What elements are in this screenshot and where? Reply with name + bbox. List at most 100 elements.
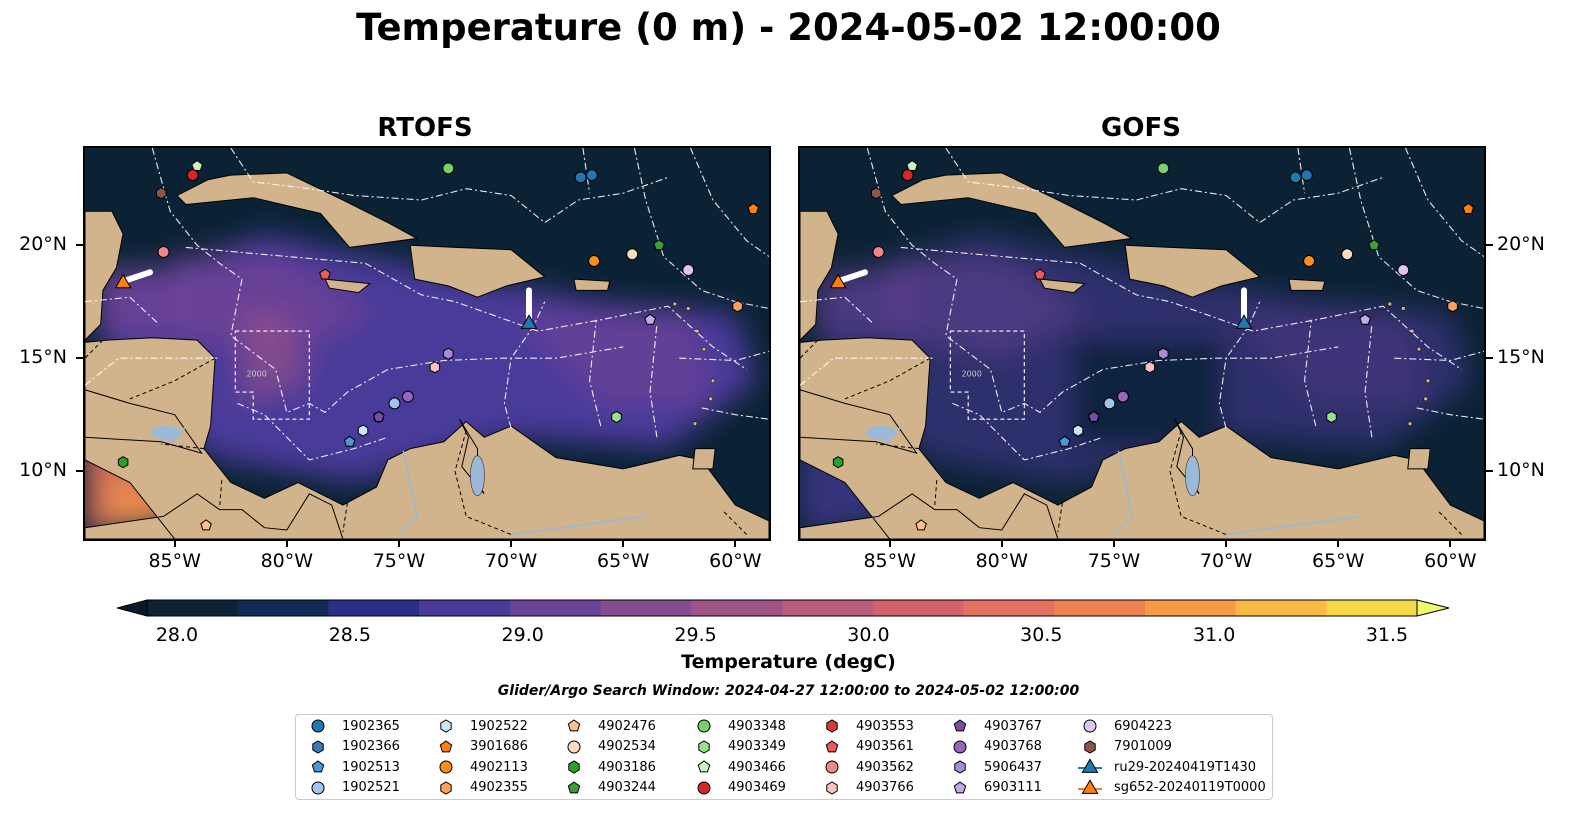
argo-float-7901009 (871, 187, 882, 200)
legend-shape (826, 780, 838, 795)
argo-float-4902476 (915, 519, 927, 531)
legend-triangle (1081, 778, 1099, 794)
legend-marker-hexagon (562, 757, 586, 777)
marine-area-box (234, 330, 310, 420)
legend-shape (568, 760, 580, 774)
map-gofs[interactable]: 2000 (798, 146, 1486, 541)
legend-label: 4903349 (728, 739, 786, 754)
legend-shape (311, 781, 325, 794)
border-5 (723, 511, 747, 535)
argo-float-4902113 (588, 255, 601, 268)
legend-label: 1902513 (342, 759, 400, 775)
legend-item: 4903466 (692, 757, 786, 777)
legend-item: 4903766 (820, 778, 914, 798)
legend-shape (567, 719, 581, 732)
legend-shape (953, 780, 967, 793)
argo-float-1902513 (343, 435, 356, 447)
eez-line-6 (1364, 324, 1373, 438)
eez-line-0 (151, 148, 243, 280)
legend-item: 4903349 (692, 737, 786, 757)
legend-label: 4903768 (984, 739, 1042, 754)
argo-float-4903349 (611, 410, 622, 424)
legend-item: 4903244 (562, 778, 656, 798)
legend-item: 4903186 (562, 757, 656, 777)
legend-shape (698, 739, 710, 754)
eez-line-2 (185, 246, 747, 370)
legend-shape (825, 739, 839, 752)
map-rtofs[interactable]: 2000 (83, 146, 771, 541)
eez-boundaries (800, 148, 1484, 461)
glider-track (120, 269, 153, 285)
legend-label: 4903561 (856, 739, 914, 754)
lat-tick-mark-left (76, 244, 83, 247)
temp-region-east (511, 313, 713, 404)
argo-float-1902513 (1058, 435, 1071, 447)
lon-tick-label-gofs: 70°W (1199, 550, 1253, 572)
legend-shape (439, 739, 453, 752)
search-window-text: Glider/Argo Search Window: 2024-04-27 12… (497, 683, 1080, 699)
lon-tick-mark-rtofs (734, 541, 737, 547)
colorbar-tick-label: 31.0 (1192, 624, 1236, 646)
legend-label: 4902355 (470, 780, 528, 795)
island-6 (672, 301, 678, 307)
colorbar-segment (1144, 600, 1237, 616)
argo-float-4902476 (200, 519, 212, 531)
argo-float-4903348 (1157, 162, 1170, 175)
legend-item: 1902366 (306, 737, 400, 757)
eez-line-12 (679, 350, 769, 362)
argo-float-4903767 (1088, 410, 1100, 422)
eez-line-13 (701, 407, 769, 420)
argo-float-4903186 (832, 456, 844, 469)
lat-tick-mark-left (76, 470, 83, 473)
map-gofs-canvas: 2000 (800, 148, 1484, 539)
panel-title-rtofs: RTOFS (377, 113, 473, 143)
legend-shape (440, 719, 452, 733)
legend-marker-circle (820, 757, 844, 777)
legend-item: 4902113 (434, 757, 528, 777)
river-magdalena (398, 450, 418, 536)
lat-tick-label-left: 20°N (19, 233, 67, 256)
eez-line-9 (1348, 148, 1484, 310)
eez-line-4 (503, 301, 546, 429)
legend: 1902365 1902366 1902513 1902521 1902522 39016… (295, 714, 1273, 800)
eez-line-0 (866, 148, 958, 280)
legend-shape (697, 719, 711, 733)
argo-float-4903186 (117, 456, 129, 469)
legend-item: 4902476 (562, 716, 656, 736)
legend-marker-circle (948, 737, 972, 757)
eez-line-3 (945, 278, 1339, 414)
temp-region-nicaragua (242, 313, 310, 404)
eez-line-2 (900, 246, 1462, 370)
legend-item: 6903111 (948, 778, 1042, 798)
legend-label: 4903766 (856, 780, 914, 795)
border-2 (934, 480, 938, 508)
legend-shape (826, 719, 838, 733)
legend-label: 6903111 (984, 780, 1042, 795)
argo-float-4903768 (401, 390, 414, 403)
colorbar-segment (237, 600, 329, 616)
legend-marker-hexagon (820, 716, 844, 736)
colorbar-tick-label: 31.5 (1365, 624, 1409, 646)
legend-marker-hexagon (948, 757, 972, 777)
legend-item: 1902513 (306, 757, 400, 777)
island-1 (1425, 378, 1431, 384)
lon-tick-label-gofs: 80°W (975, 550, 1029, 572)
border-2 (219, 480, 223, 508)
argo-float-4903561 (1034, 268, 1046, 280)
legend-marker-circle (562, 737, 586, 757)
lon-tick-label-gofs: 65°W (1311, 550, 1365, 572)
colorbar-tick-label: 28.0 (155, 624, 199, 646)
legend-item: sg652-20240119T0000 (1078, 778, 1266, 798)
argo-float-1902365 (1300, 169, 1313, 182)
legend-marker-triangle-line (1078, 757, 1102, 777)
legend-item: ru29-20240419T1430 (1078, 757, 1256, 777)
legend-marker-pentagon (562, 716, 586, 736)
argo-float-4902113 (1303, 255, 1316, 268)
legend-label: 4903186 (598, 759, 656, 775)
argo-float-4903466 (191, 159, 203, 171)
argo-float-1902521 (1103, 397, 1116, 410)
glider-ru29-20240419T1430 (520, 287, 538, 329)
legend-label: 4903767 (984, 718, 1042, 734)
argo-float-6903111 (1359, 313, 1371, 325)
argo-float-4903766 (429, 361, 441, 374)
